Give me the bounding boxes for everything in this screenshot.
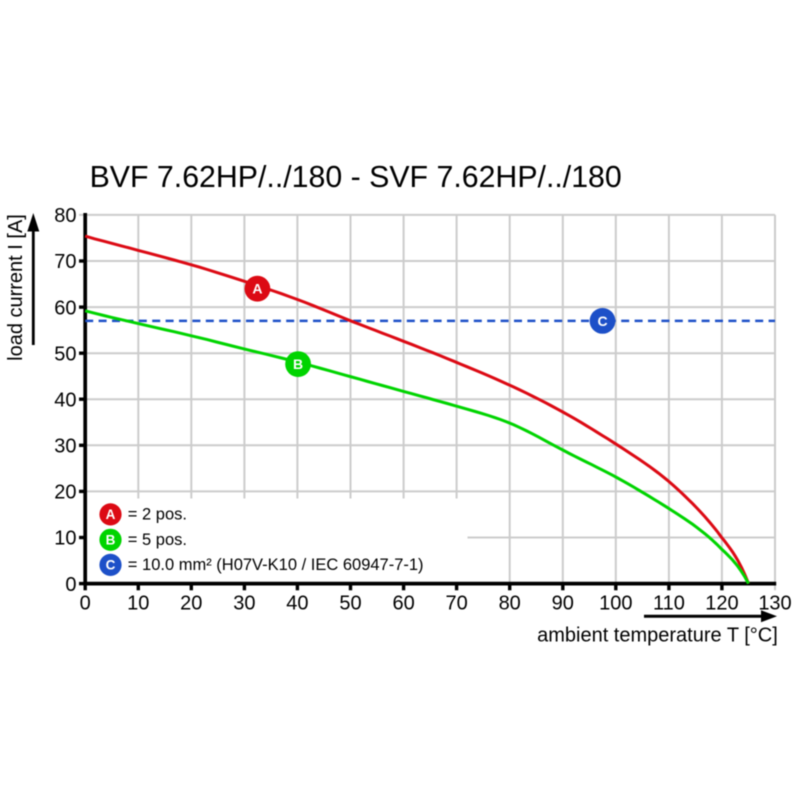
svg-text:60: 60 [54,297,76,319]
svg-text:10: 10 [127,592,149,614]
svg-text:20: 20 [54,482,76,504]
svg-text:= 10.0 mm² (H07V-K10 / IEC 609: = 10.0 mm² (H07V-K10 / IEC 60947-7-1) [128,556,424,574]
svg-text:B: B [293,356,303,372]
svg-text:70: 70 [54,251,76,273]
svg-text:130: 130 [758,592,791,614]
svg-text:30: 30 [54,436,76,458]
svg-text:C: C [106,558,116,573]
svg-text:100: 100 [599,592,632,614]
svg-text:B: B [106,533,116,548]
svg-text:40: 40 [286,592,308,614]
svg-text:C: C [597,313,607,329]
svg-text:80: 80 [54,205,76,227]
svg-text:0: 0 [80,592,91,614]
svg-text:30: 30 [233,592,255,614]
svg-text:50: 50 [54,343,76,365]
svg-text:80: 80 [499,592,521,614]
svg-text:= 5 pos.: = 5 pos. [128,531,187,549]
svg-text:0: 0 [65,574,76,596]
svg-text:50: 50 [339,592,361,614]
svg-text:= 2 pos.: = 2 pos. [128,506,187,524]
svg-text:40: 40 [54,389,76,411]
svg-text:20: 20 [180,592,202,614]
svg-text:90: 90 [552,592,574,614]
svg-text:120: 120 [705,592,738,614]
svg-text:BVF 7.62HP/../180 - SVF 7.62HP: BVF 7.62HP/../180 - SVF 7.62HP/../180 [90,161,622,194]
svg-text:load current I [A]: load current I [A] [5,214,27,361]
svg-text:60: 60 [392,592,414,614]
svg-text:110: 110 [653,592,685,614]
svg-text:A: A [252,281,262,297]
svg-text:10: 10 [54,528,76,550]
svg-text:ambient temperature T [°C]: ambient temperature T [°C] [537,624,778,646]
svg-text:A: A [106,507,116,522]
svg-text:70: 70 [445,592,467,614]
